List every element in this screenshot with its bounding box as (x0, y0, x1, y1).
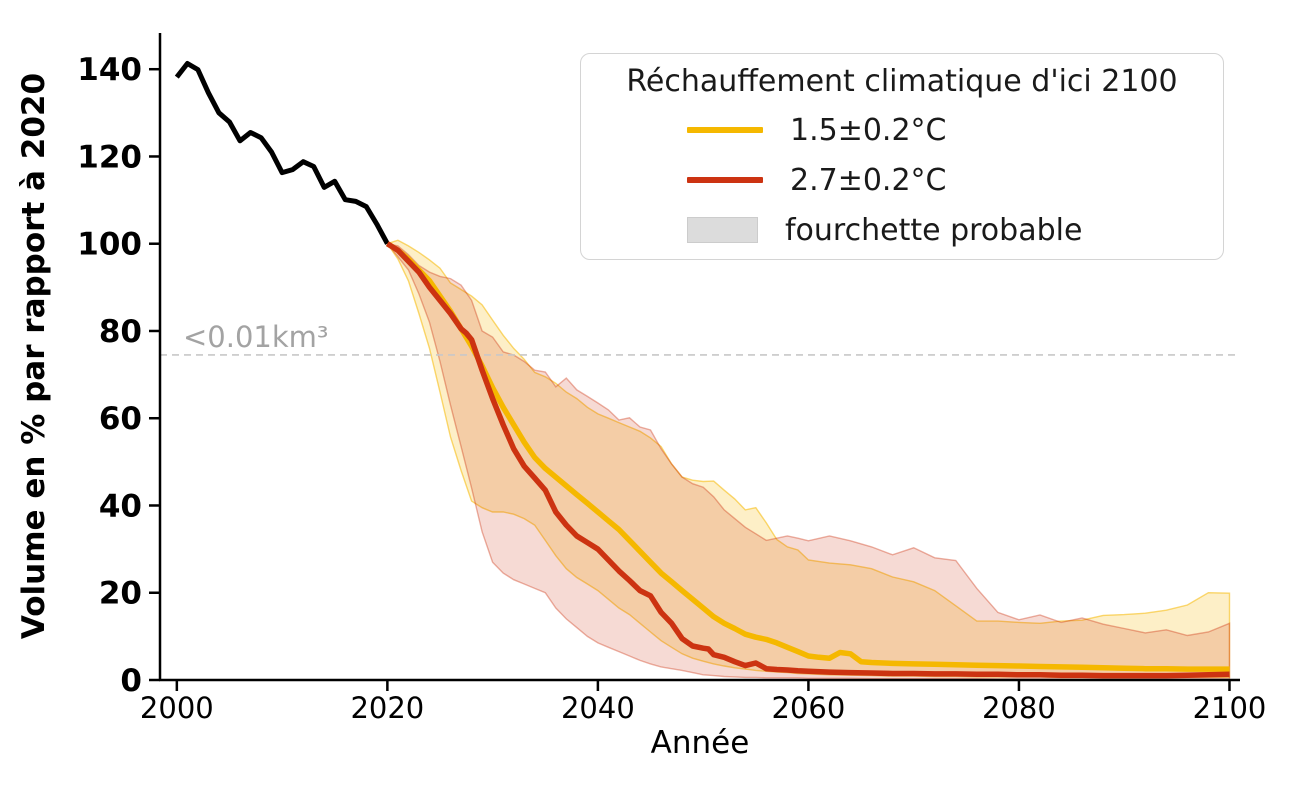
y-tick-label: 120 (77, 139, 142, 175)
y-tick-label: 20 (99, 576, 142, 612)
legend-item-label: 1.5±0.2°C (790, 112, 947, 148)
x-axis-title: Année (651, 725, 750, 761)
y-tick-label: 40 (99, 488, 142, 524)
x-tick-label: 2040 (561, 691, 635, 725)
x-tick-label: 2060 (772, 691, 846, 725)
series-line-historique (174, 61, 390, 245)
axes (149, 33, 1240, 691)
legend: Réchauffement climatique d'ici 2100 1.5±… (580, 53, 1224, 260)
legend-title: Réchauffement climatique d'ici 2100 (626, 64, 1178, 99)
tick-labels: 2000 2020 2040 2060 2080 21000204060801001201… (77, 52, 1266, 725)
band-fourchette probable 2.7°C (385, 242, 1231, 680)
y-tick-label: 60 (99, 401, 142, 437)
threshold-label: <0.01km³ (183, 320, 329, 354)
legend-item-band: fourchette probable (581, 205, 1223, 255)
series-line-2.7±0.2°C (385, 241, 1230, 679)
y-tick-label: 140 (77, 52, 142, 88)
uncertainty-bands (385, 239, 1231, 680)
y-tick-label: 80 (99, 314, 142, 350)
legend-item-label: 2.7±0.2°C (790, 162, 947, 198)
legend-item-1-5c: 1.5±0.2°C (581, 105, 1223, 155)
x-tick-label: 2080 (982, 691, 1056, 725)
series-line-1.5±0.2°C (385, 241, 1230, 672)
y-axis-title: Volume en % par rapport à 2020 (16, 73, 52, 639)
gray-patch-swatch-icon (687, 217, 758, 243)
x-tick-label: 2000 (140, 691, 214, 725)
x-tick-label: 2020 (350, 691, 424, 725)
x-tick-label: 2100 (1193, 691, 1267, 725)
legend-item-label: fourchette probable (785, 212, 1083, 248)
series-lines (174, 61, 1230, 679)
band-fourchette probable 1.5°C (386, 239, 1231, 679)
y-tick-label: 0 (120, 663, 142, 699)
y-tick-label: 100 (77, 227, 142, 263)
red-line-swatch-icon (687, 177, 763, 183)
legend-item-2-7c: 2.7±0.2°C (581, 155, 1223, 205)
yellow-line-swatch-icon (687, 127, 763, 133)
